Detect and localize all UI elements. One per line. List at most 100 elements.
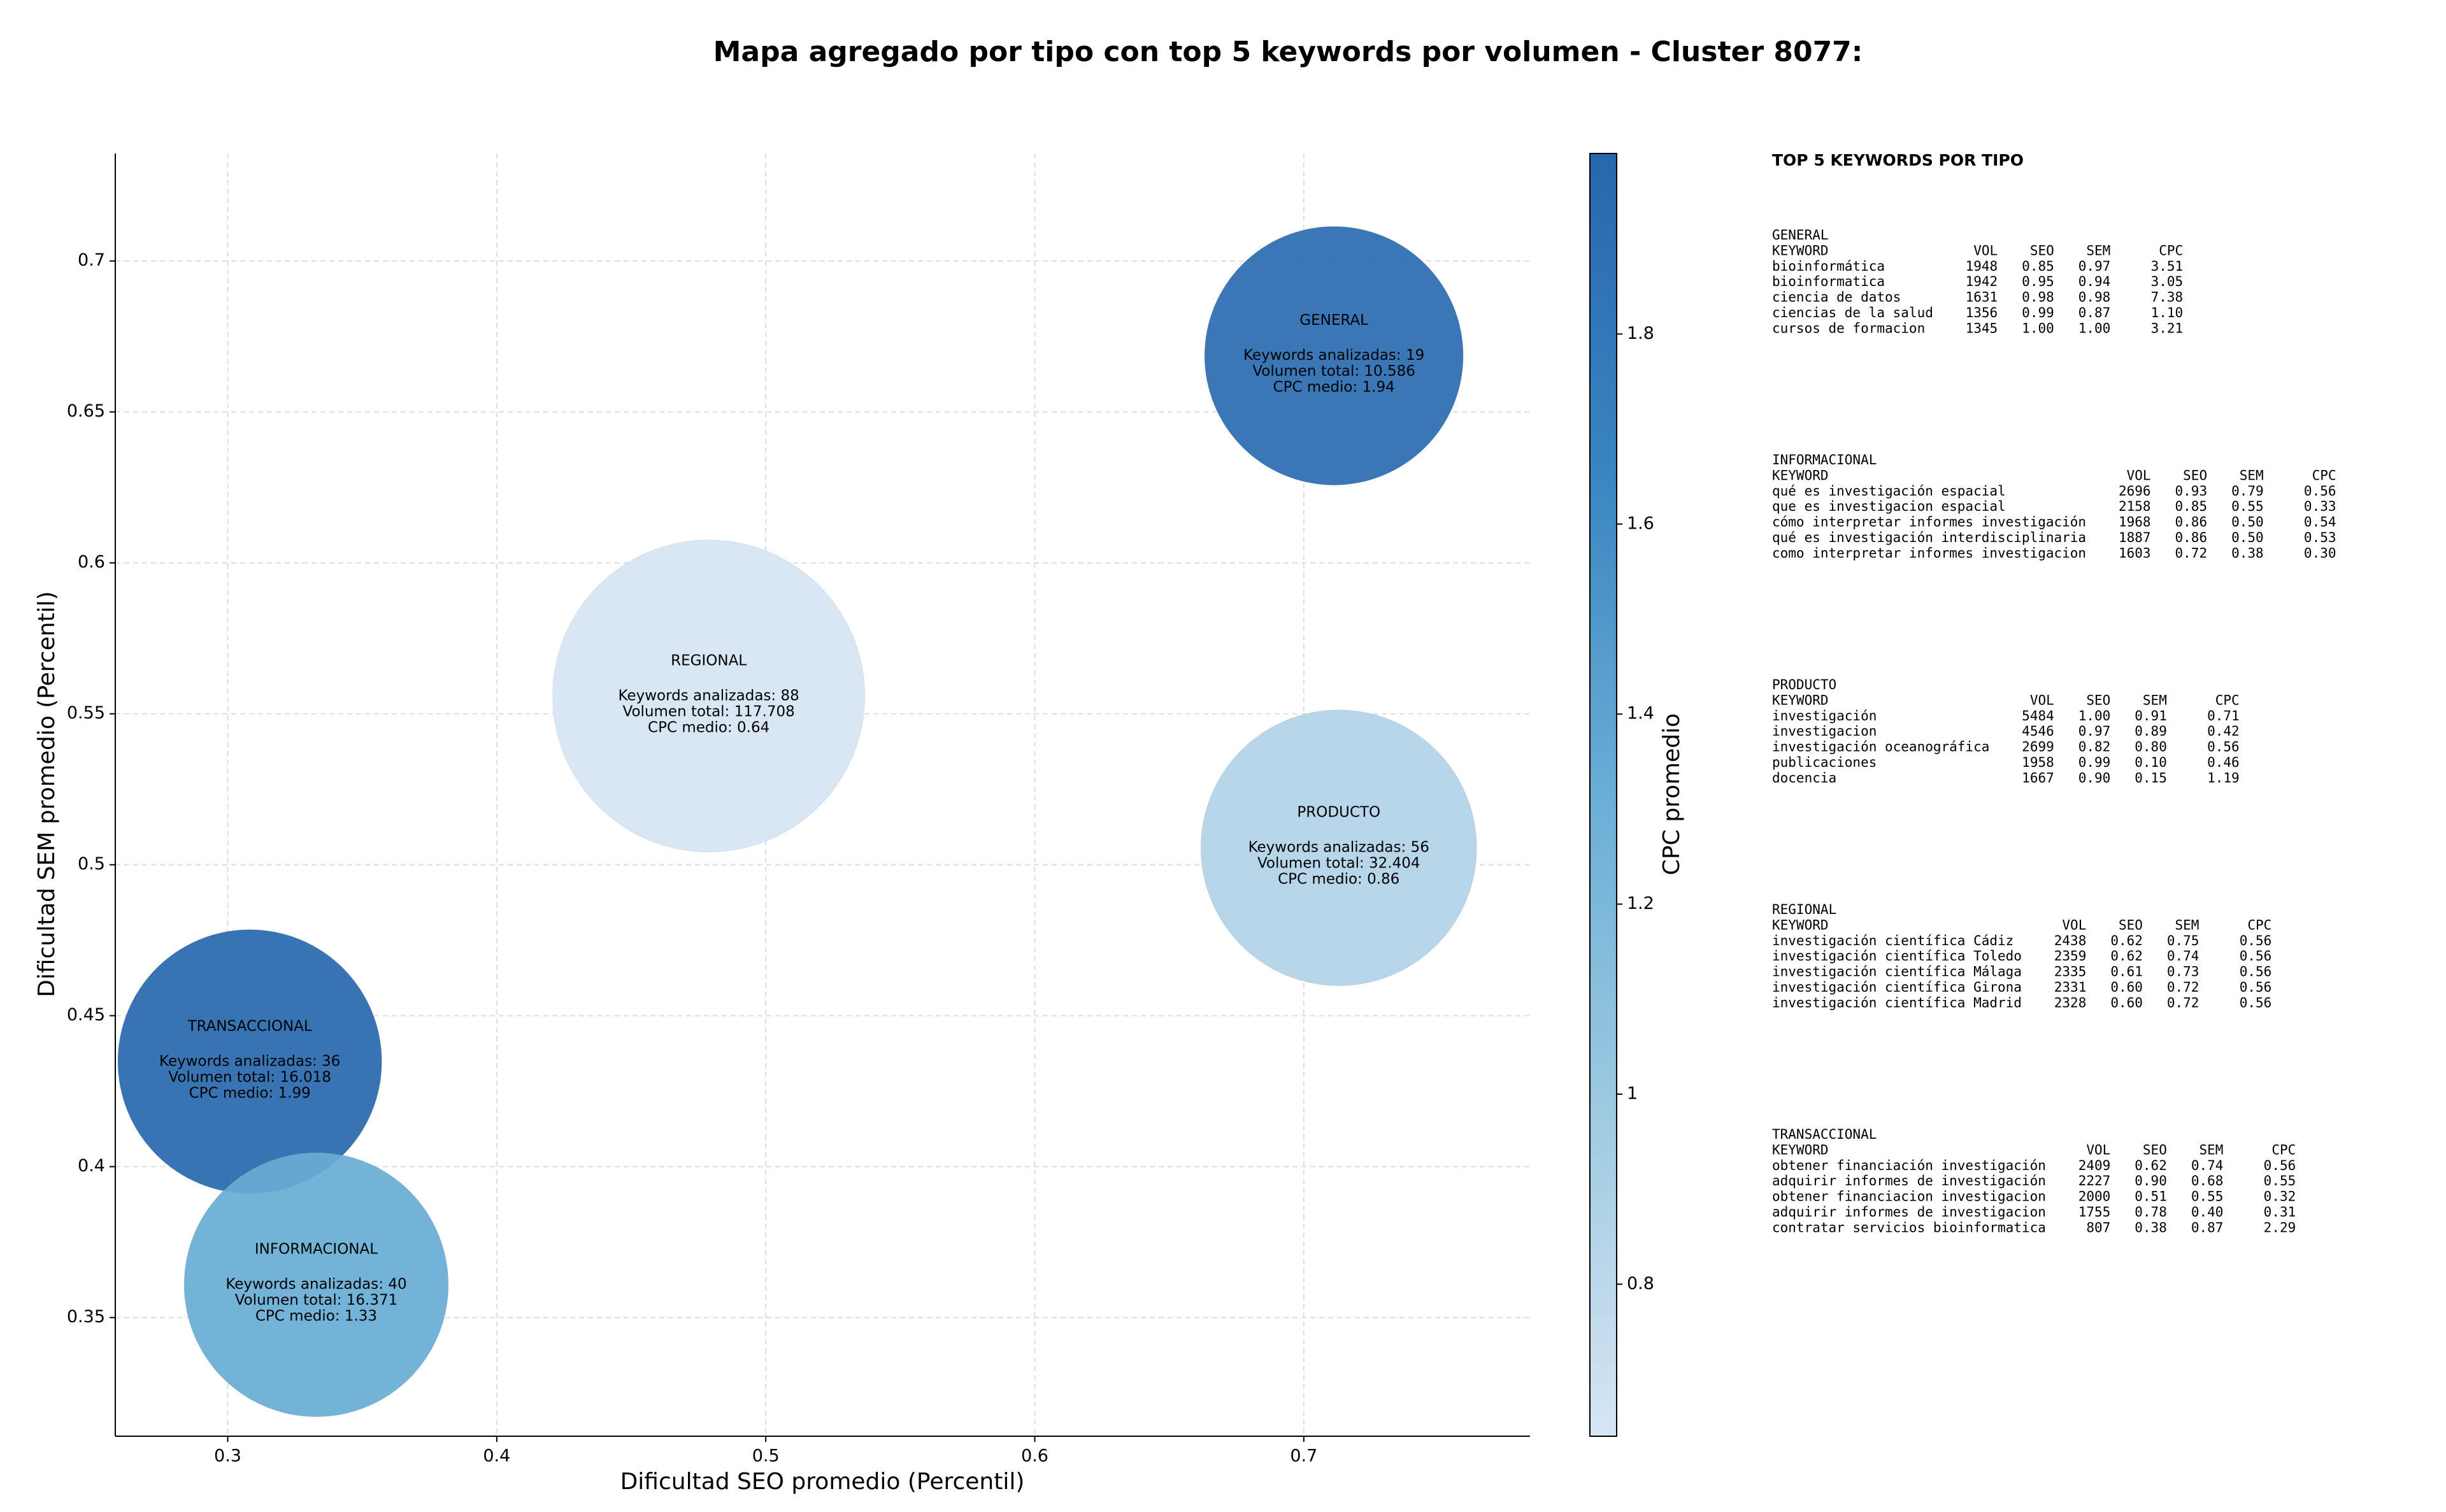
table-cell: 1968 xyxy=(2119,515,2151,530)
bubble xyxy=(183,1152,449,1417)
table-cell: 0.85 xyxy=(2175,499,2208,514)
table-cell: 0.79 xyxy=(2231,483,2264,499)
y-tick-label: 0.6 xyxy=(78,552,105,572)
table-header: SEM xyxy=(2175,917,2199,932)
table-cell: cursos de formacion xyxy=(1772,320,1925,336)
table-cell: 1.19 xyxy=(2207,770,2240,785)
table-cell: 2409 xyxy=(2078,1158,2111,1173)
table-cell: 1667 xyxy=(2022,770,2054,785)
table-cell: investigación oceanográfica xyxy=(1772,739,1989,755)
table-cell: 1958 xyxy=(2022,755,2054,770)
table-cell: 2335 xyxy=(2054,964,2087,980)
table-cell: obtener financiación investigación xyxy=(1772,1158,2046,1173)
table-header: SEM xyxy=(2199,1142,2223,1157)
table-cell: 0.54 xyxy=(2304,515,2336,530)
table-cell: 0.60 xyxy=(2110,980,2143,995)
table-cell: 0.80 xyxy=(2135,739,2167,755)
table-cell: 4546 xyxy=(2022,724,2054,739)
table-cell: qué es investigación interdisciplinaria xyxy=(1772,530,2086,545)
table-cell: investigación científica Toledo xyxy=(1772,948,2022,964)
table-cell: 2000 xyxy=(2078,1189,2111,1204)
table-header: CPC xyxy=(2159,243,2183,258)
table-cell: 0.56 xyxy=(2264,1158,2296,1173)
table-cell: 0.72 xyxy=(2167,995,2199,1010)
table-cell: 0.56 xyxy=(2207,739,2240,755)
table-cell: 2158 xyxy=(2119,499,2151,514)
bubble-label: CPC medio: 0.64 xyxy=(648,719,769,736)
table-cell: qué es investigación espacial xyxy=(1772,483,2006,499)
table-header: SEO xyxy=(2030,243,2054,258)
table-cell: 0.74 xyxy=(2167,948,2199,964)
table-header: SEO xyxy=(2183,467,2207,483)
colorbar-tick-label: 1.6 xyxy=(1627,513,1654,533)
table-header: CPC xyxy=(2247,917,2271,932)
table-cell: 2.29 xyxy=(2264,1220,2296,1235)
x-tick-label: 0.7 xyxy=(1290,1446,1317,1466)
x-tick-label: 0.6 xyxy=(1021,1446,1048,1466)
table-cell: 1942 xyxy=(1966,274,1998,289)
y-tick-label: 0.7 xyxy=(78,250,105,270)
table-cell: que es investigacion espacial xyxy=(1772,499,2006,514)
table-header: KEYWORD xyxy=(1772,1142,1829,1157)
colorbar-tick-label: 0.8 xyxy=(1627,1274,1654,1294)
table-cell: 2331 xyxy=(2054,980,2087,995)
table-cell: 1948 xyxy=(1966,259,1998,274)
table-cell: 0.51 xyxy=(2135,1189,2167,1204)
table-cell: 0.73 xyxy=(2167,964,2199,980)
bubble-name: REGIONAL xyxy=(671,652,747,669)
table-cell: 0.56 xyxy=(2240,933,2272,948)
table-cell: 2699 xyxy=(2022,739,2054,755)
table-cell: obtener financiacion investigacion xyxy=(1772,1189,2046,1204)
table-cell: 0.85 xyxy=(2022,259,2054,274)
table-cell: 0.32 xyxy=(2264,1189,2296,1204)
table-header: SEO xyxy=(2143,1142,2167,1157)
table-cell: 1356 xyxy=(1966,305,1998,320)
y-tick-label: 0.35 xyxy=(67,1307,105,1327)
table-cell: 0.46 xyxy=(2207,755,2240,770)
table-cell: 0.78 xyxy=(2135,1204,2167,1220)
chart-title: Mapa agregado por tipo con top 5 keyword… xyxy=(713,36,1863,68)
bubble-label: Volumen total: 16.018 xyxy=(168,1069,331,1085)
table-header: SEO xyxy=(2086,692,2110,708)
table-header: SEM xyxy=(2143,692,2167,708)
colorbar-label: CPC promedio xyxy=(1659,713,1685,875)
bubble-name: TRANSACCIONAL xyxy=(187,1018,312,1034)
table-cell: bioinformatica xyxy=(1772,274,1885,289)
y-axis-label: Dificultad SEM promedio (Percentil) xyxy=(34,591,60,997)
bubble-label: Keywords analizadas: 56 xyxy=(1248,839,1429,856)
table-cell: 0.72 xyxy=(2167,980,2199,995)
bubble-label: Keywords analizadas: 36 xyxy=(159,1053,340,1069)
y-tick-label: 0.5 xyxy=(78,854,105,874)
table-cell: 0.68 xyxy=(2191,1173,2224,1188)
table-cell: 1.00 xyxy=(2078,708,2111,724)
panel-title: TOP 5 KEYWORDS POR TIPO xyxy=(1772,151,2024,169)
table-cell: 0.42 xyxy=(2207,724,2240,739)
table-cell: 0.75 xyxy=(2167,933,2199,948)
table-cell: 3.05 xyxy=(2151,274,2184,289)
table-cell: 0.56 xyxy=(2304,483,2336,499)
x-tick-label: 0.4 xyxy=(483,1446,510,1466)
table-cell: 0.89 xyxy=(2135,724,2167,739)
table-name: GENERAL xyxy=(1772,227,1829,243)
table-cell: investigación científica Girona xyxy=(1772,980,2022,995)
table-header: CPC xyxy=(2312,467,2336,483)
table-cell: 0.56 xyxy=(2240,980,2272,995)
table-cell: 0.60 xyxy=(2110,995,2143,1010)
table-cell: 2359 xyxy=(2054,948,2087,964)
table-cell: 0.56 xyxy=(2240,948,2272,964)
bubble-label: Volumen total: 10.586 xyxy=(1252,363,1415,380)
bubble-label: Keywords analizadas: 88 xyxy=(619,687,799,704)
table-cell: adquirir informes de investigación xyxy=(1772,1173,2046,1188)
table-cell: 0.30 xyxy=(2304,545,2336,560)
table-cell: 807 xyxy=(2086,1220,2110,1235)
table-cell: 0.10 xyxy=(2135,755,2167,770)
table-name: REGIONAL xyxy=(1772,902,1836,917)
table-cell: 0.53 xyxy=(2304,530,2336,545)
table-cell: 0.95 xyxy=(2022,274,2054,289)
bubble-label: Keywords analizadas: 40 xyxy=(225,1276,406,1293)
table-cell: 0.86 xyxy=(2175,530,2208,545)
table-cell: 1755 xyxy=(2078,1204,2111,1220)
bubble-label: CPC medio: 1.33 xyxy=(255,1308,377,1325)
table-cell: contratar servicios bioinformatica xyxy=(1772,1220,2046,1235)
